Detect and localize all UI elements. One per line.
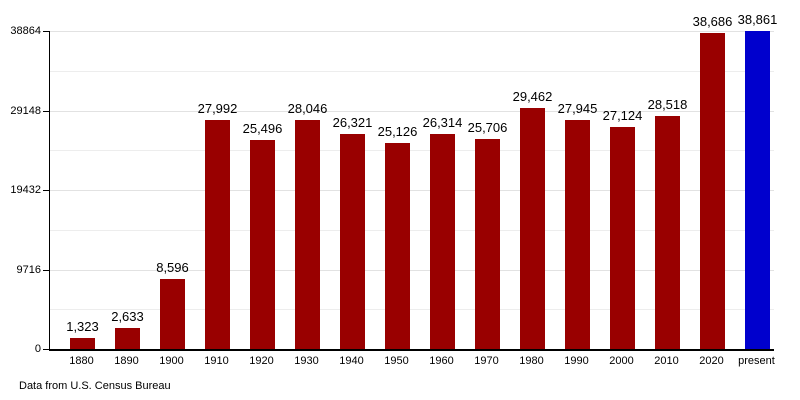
y-axis-tick [43,349,49,350]
value-label-1980: 29,462 [512,88,553,104]
minor-gridline [50,150,774,152]
bar-2010 [655,115,680,349]
value-label-1960: 26,314 [422,114,463,130]
bar-1970 [475,138,500,349]
value-label-1950: 25,126 [377,124,418,140]
y-axis-tick [43,31,49,32]
bar-2000 [610,127,635,349]
major-gridline [50,31,774,32]
x-axis-label-1950: 1950 [384,355,409,367]
minor-gridline [50,309,774,311]
y-axis-tick [43,269,49,271]
x-axis-label-1940: 1940 [339,355,364,367]
major-gridline [50,110,774,112]
x-axis-label-1880: 1880 [69,355,94,367]
value-label-2000: 27,124 [602,108,643,124]
value-label-1990: 27,945 [557,101,598,117]
y-axis-tick [43,110,49,112]
value-label-1900: 8,596 [156,259,189,275]
bar-1990 [565,120,590,349]
plot-area: 1,323 2,633 8,596 27,992 25,496 28,046 26,321 2… [49,12,777,351]
value-label-1970: 25,706 [467,119,508,135]
value-label-1910: 27,992 [197,101,238,116]
bar-1980 [520,107,545,349]
bar-present [745,31,770,349]
major-gridline [50,190,774,191]
value-label-1920: 25,496 [242,121,283,137]
bar-1900 [160,278,185,349]
bar-1930 [295,119,320,349]
y-axis-label: 38864 [10,25,41,37]
bar-1950 [385,143,410,349]
bar-1920 [250,140,275,349]
bar-1880 [70,338,95,349]
value-label-1880: 1,323 [66,319,99,335]
x-axis-label-1890: 1890 [114,355,139,367]
value-label-1890: 2,633 [111,308,144,324]
y-axis-tick [43,190,49,191]
bar-2020 [700,32,725,349]
major-gridline [50,269,774,271]
value-label-1940: 26,321 [332,114,373,130]
x-axis-label-1990: 1990 [564,355,589,367]
x-axis-label-present: present [738,355,775,367]
x-axis-label-1960: 1960 [429,355,454,367]
source-note: Data from U.S. Census Bureau [19,380,171,392]
value-label-present: 38,861 [737,12,778,27]
minor-gridline [50,70,774,72]
y-axis-label: 0 [34,343,41,355]
bar-1940 [340,133,365,349]
x-axis-label-2020: 2020 [699,355,724,367]
x-axis-label-2000: 2000 [609,355,634,367]
x-axis-label-1910: 1910 [204,355,229,367]
minor-gridline [50,229,774,231]
x-axis-label-2010: 2010 [654,355,679,367]
bar-1910 [205,120,230,349]
x-axis-label-1900: 1900 [159,355,184,367]
x-axis-label-1920: 1920 [249,355,274,367]
y-axis-label: 9716 [16,263,41,276]
x-axis-label-1970: 1970 [474,355,499,367]
value-label-2010: 28,518 [647,96,688,112]
value-label-1930: 28,046 [287,100,328,116]
y-axis-label: 19432 [10,184,41,196]
x-axis-label-1980: 1980 [519,355,544,367]
value-label-2020: 38,686 [692,13,733,29]
x-axis-label-1930: 1930 [294,355,319,367]
y-axis-label: 29148 [10,104,41,117]
bar-1890 [115,327,140,349]
bar-1960 [430,133,455,349]
